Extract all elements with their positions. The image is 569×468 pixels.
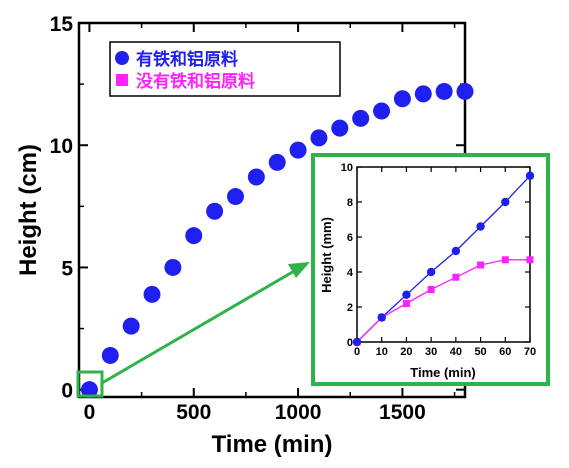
main-point-series-1 bbox=[247, 168, 265, 186]
main-y-tick-label: 0 bbox=[61, 380, 73, 403]
inset-series-lines bbox=[356, 175, 531, 343]
main-point-series-1 bbox=[164, 258, 182, 276]
callout-arrow-head bbox=[288, 262, 310, 278]
main-y-tick-label: 5 bbox=[61, 257, 73, 280]
main-point-series-1 bbox=[206, 202, 224, 220]
inset-point-series-2 bbox=[427, 286, 435, 293]
main-x-tick-label: 500 bbox=[176, 401, 211, 424]
main-y-tick-label: 15 bbox=[50, 13, 74, 36]
inset-y-tick-label: 6 bbox=[347, 232, 353, 244]
inset-y-tick-label: 4 bbox=[347, 267, 354, 279]
legend-label-series-1: 有铁和铝原料 bbox=[136, 49, 238, 70]
inset-y-tick-label: 8 bbox=[347, 197, 353, 209]
main-point-series-1 bbox=[414, 85, 432, 103]
main-axis-ticks bbox=[79, 22, 465, 397]
main-x-tick-label: 0 bbox=[84, 401, 96, 424]
inset-x-tick-label: 70 bbox=[524, 346, 536, 358]
inset-y-tick-label: 10 bbox=[341, 162, 353, 174]
main-point-series-1 bbox=[101, 346, 119, 364]
inset-data-points bbox=[352, 171, 535, 347]
inset-y-tick-label: 2 bbox=[347, 302, 353, 314]
legend-label-series-2: 没有铁和铝原料 bbox=[136, 71, 255, 92]
main-point-series-1 bbox=[268, 153, 286, 171]
inset-point-series-1 bbox=[352, 337, 362, 347]
inset-plot-frame bbox=[356, 166, 531, 343]
inset-point-series-2 bbox=[402, 300, 410, 307]
inset-x-tick-label: 10 bbox=[376, 346, 388, 358]
main-y-axis-title: Height (cm) bbox=[15, 144, 42, 276]
main-y-tick-label: 10 bbox=[50, 135, 73, 158]
inset-series-line-1 bbox=[356, 175, 531, 343]
inset-x-axis-title: Time (min) bbox=[410, 365, 476, 380]
inset-x-tick-label: 20 bbox=[400, 346, 412, 358]
main-point-series-1 bbox=[289, 141, 307, 159]
legend-box bbox=[109, 41, 341, 97]
main-data-points bbox=[80, 82, 474, 399]
zoom-highlight-box bbox=[76, 370, 104, 398]
inset-point-series-1 bbox=[402, 290, 411, 299]
main-point-series-1 bbox=[310, 129, 328, 147]
inset-point-series-2 bbox=[452, 273, 460, 281]
main-point-series-1 bbox=[352, 109, 370, 127]
inset-x-tick-label: 0 bbox=[354, 346, 360, 358]
legend-marker-series-2 bbox=[116, 74, 128, 86]
main-x-tick-label: 1500 bbox=[379, 401, 426, 424]
main-point-series-1 bbox=[122, 317, 140, 335]
main-point-series-1 bbox=[456, 82, 474, 100]
inset-y-tick-label: 0 bbox=[347, 337, 353, 349]
inset-point-series-1 bbox=[426, 267, 436, 277]
main-point-series-1 bbox=[393, 90, 411, 108]
main-point-series-1 bbox=[185, 227, 203, 245]
legend-marker-series-1 bbox=[115, 51, 129, 65]
inset-point-series-1 bbox=[377, 313, 386, 322]
main-x-axis-title: Time (min) bbox=[212, 431, 333, 458]
main-point-series-1 bbox=[331, 119, 349, 137]
inset-series-line-2 bbox=[356, 259, 530, 343]
inset-tick-labels: 0 10 20 30 40 50 60 70 0 2 4 6 8 10 bbox=[341, 162, 536, 358]
inset-point-series-2 bbox=[501, 256, 509, 264]
main-point-series-1 bbox=[226, 188, 244, 206]
inset-x-tick-label: 50 bbox=[474, 346, 486, 358]
inset-x-tick-label: 60 bbox=[499, 346, 511, 358]
inset-x-tick-label: 40 bbox=[450, 346, 462, 358]
main-point-series-1 bbox=[143, 285, 161, 303]
callout-arrow-line bbox=[101, 268, 297, 385]
main-point-series-1 bbox=[435, 82, 453, 100]
inset-point-series-2 bbox=[477, 261, 485, 269]
main-x-tick-label: 1000 bbox=[275, 401, 322, 424]
inset-x-tick-label: 30 bbox=[425, 346, 437, 358]
inset-point-series-1 bbox=[525, 171, 535, 180]
inset-y-axis-title: Height (mm) bbox=[319, 217, 334, 293]
main-point-series-1 bbox=[80, 381, 98, 399]
main-point-series-1 bbox=[373, 102, 391, 120]
inset-point-series-2 bbox=[526, 256, 534, 264]
inset-point-series-1 bbox=[451, 246, 461, 256]
inset-point-series-1 bbox=[501, 197, 510, 207]
inset-point-series-1 bbox=[476, 222, 485, 231]
